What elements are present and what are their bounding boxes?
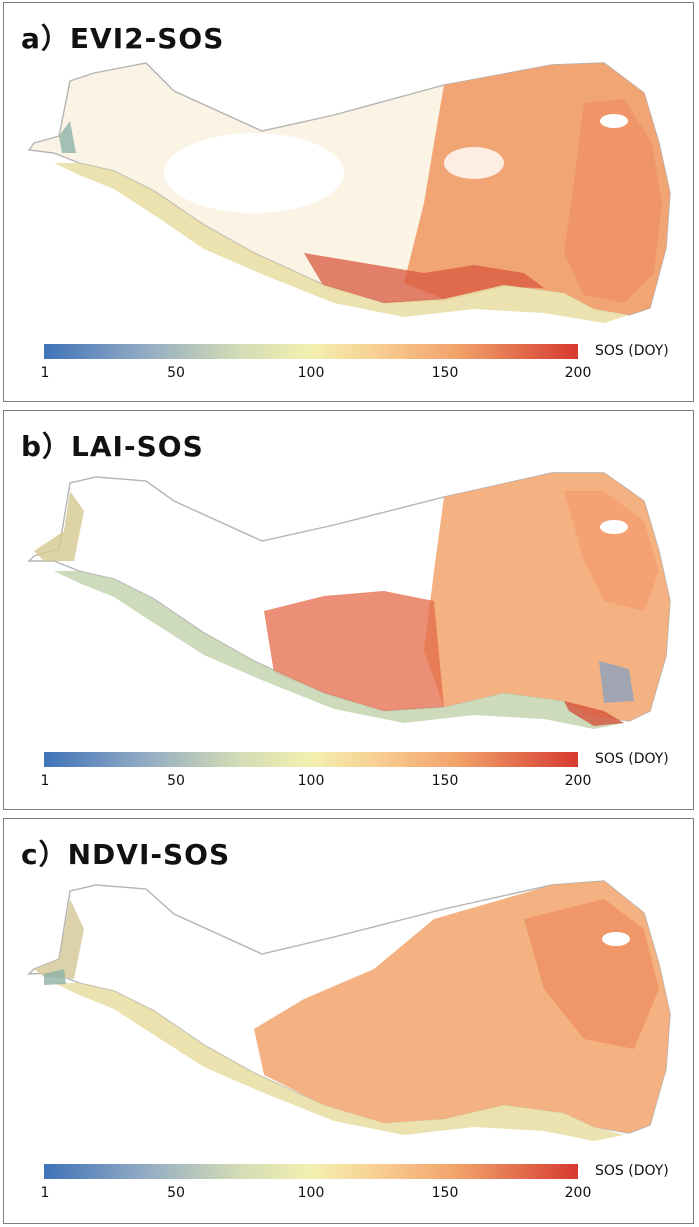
panel-letter: a） — [21, 22, 70, 55]
colorbar-tick: 100 — [297, 773, 325, 789]
colorbar-tick: 100 — [297, 1185, 325, 1201]
colorbar-tick: 1 — [40, 365, 50, 381]
colorbar-tick: 200 — [564, 365, 592, 381]
panel-letter: b） — [21, 430, 72, 463]
panel-name: LAI-SOS — [71, 430, 204, 463]
sos-map-ndvi — [27, 880, 671, 1141]
panel-title: b）LAI-SOS — [21, 425, 204, 465]
colorbar-unit-label: SOS (DOY) — [595, 1163, 669, 1179]
colorbar-unit-label: SOS (DOY) — [595, 751, 669, 767]
colorbar-tick: 150 — [431, 1185, 459, 1201]
colorbar-tick: 200 — [564, 773, 592, 789]
sos-map-evi2 — [27, 62, 671, 323]
colorbar-tick: 1 — [40, 1185, 50, 1201]
panel-title: c）NDVI-SOS — [21, 833, 230, 873]
colorbar-tick: 50 — [167, 773, 185, 789]
panel-evi2-sos: a）EVI2-SOS 1 50 100 150 200 SOS (DOY) — [3, 2, 694, 402]
colorbar-unit-label: SOS (DOY) — [595, 343, 669, 359]
panel-name: NDVI-SOS — [67, 838, 231, 871]
colorbar — [44, 1164, 578, 1179]
sos-map-lai — [27, 472, 671, 729]
colorbar-tick: 200 — [564, 1185, 592, 1201]
colorbar — [44, 344, 578, 359]
colorbar-tick: 50 — [167, 1185, 185, 1201]
panel-ndvi-sos: c）NDVI-SOS 1 50 100 150 200 SOS (DOY) — [3, 818, 694, 1224]
panel-title: a）EVI2-SOS — [21, 17, 224, 57]
colorbar-tick: 50 — [167, 365, 185, 381]
panel-lai-sos: b）LAI-SOS 1 50 100 150 200 SOS (DOY) — [3, 410, 694, 810]
colorbar-tick: 100 — [297, 365, 325, 381]
panel-letter: c） — [21, 838, 68, 871]
colorbar-tick: 150 — [431, 773, 459, 789]
panel-name: EVI2-SOS — [69, 22, 225, 55]
colorbar-tick: 1 — [40, 773, 50, 789]
colorbar — [44, 752, 578, 767]
colorbar-tick: 150 — [431, 365, 459, 381]
